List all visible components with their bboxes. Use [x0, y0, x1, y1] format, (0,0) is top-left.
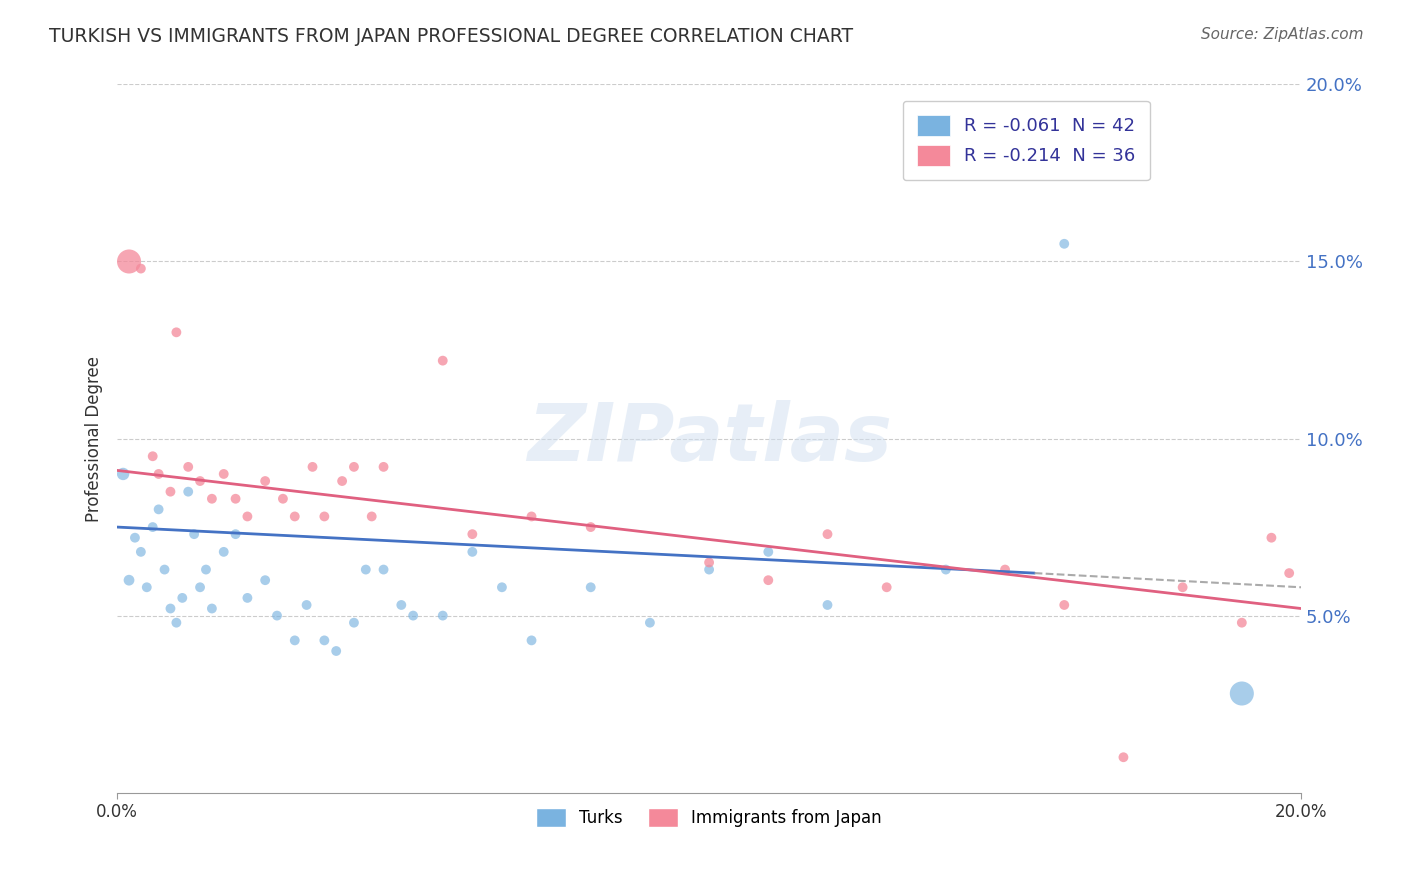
Point — [129, 261, 152, 276]
Point — [373, 459, 395, 474]
Point — [165, 615, 187, 630]
Point — [491, 580, 513, 594]
Legend: Turks, Immigrants from Japan: Turks, Immigrants from Japan — [530, 801, 889, 834]
Point — [817, 527, 839, 541]
Point — [360, 509, 382, 524]
Point — [756, 545, 779, 559]
Point — [284, 509, 307, 524]
Point — [118, 573, 141, 587]
Point — [129, 545, 152, 559]
Point — [295, 598, 318, 612]
Point — [142, 520, 165, 534]
Point — [118, 254, 141, 268]
Point — [254, 474, 277, 488]
Point — [330, 474, 353, 488]
Point — [343, 615, 366, 630]
Point — [343, 459, 366, 474]
Point — [177, 484, 200, 499]
Point — [1053, 598, 1076, 612]
Point — [236, 509, 259, 524]
Point — [1053, 236, 1076, 251]
Point — [354, 563, 377, 577]
Point — [225, 491, 247, 506]
Point — [225, 527, 247, 541]
Point — [183, 527, 205, 541]
Point — [212, 467, 235, 481]
Point — [135, 580, 157, 594]
Point — [254, 573, 277, 587]
Y-axis label: Professional Degree: Professional Degree — [86, 356, 103, 522]
Point — [142, 449, 165, 463]
Point — [697, 563, 720, 577]
Point — [112, 467, 135, 481]
Point — [579, 520, 602, 534]
Text: TURKISH VS IMMIGRANTS FROM JAPAN PROFESSIONAL DEGREE CORRELATION CHART: TURKISH VS IMMIGRANTS FROM JAPAN PROFESS… — [49, 27, 853, 45]
Point — [1171, 580, 1194, 594]
Point — [1112, 750, 1135, 764]
Text: Source: ZipAtlas.com: Source: ZipAtlas.com — [1201, 27, 1364, 42]
Point — [165, 326, 187, 340]
Point — [1278, 566, 1301, 580]
Point — [194, 563, 217, 577]
Point — [314, 633, 336, 648]
Point — [1230, 615, 1253, 630]
Point — [148, 467, 170, 481]
Point — [172, 591, 194, 605]
Point — [1230, 686, 1253, 700]
Point — [1260, 531, 1282, 545]
Point — [266, 608, 288, 623]
Point — [236, 591, 259, 605]
Point — [817, 598, 839, 612]
Point — [284, 633, 307, 648]
Point — [432, 608, 454, 623]
Point — [389, 598, 412, 612]
Point — [697, 556, 720, 570]
Point — [461, 527, 484, 541]
Point — [148, 502, 170, 516]
Point — [301, 459, 323, 474]
Point — [402, 608, 425, 623]
Point — [188, 474, 211, 488]
Point — [994, 563, 1017, 577]
Point — [579, 580, 602, 594]
Point — [159, 484, 181, 499]
Point — [876, 580, 898, 594]
Text: ZIPatlas: ZIPatlas — [527, 400, 891, 477]
Point — [188, 580, 211, 594]
Point — [638, 615, 661, 630]
Point — [935, 563, 957, 577]
Point — [271, 491, 294, 506]
Point — [212, 545, 235, 559]
Point — [520, 509, 543, 524]
Point — [461, 545, 484, 559]
Point — [177, 459, 200, 474]
Point — [201, 601, 224, 615]
Point — [159, 601, 181, 615]
Point — [373, 563, 395, 577]
Point — [325, 644, 347, 658]
Point — [520, 633, 543, 648]
Point — [201, 491, 224, 506]
Point — [124, 531, 146, 545]
Point — [432, 353, 454, 368]
Point — [756, 573, 779, 587]
Point — [153, 563, 176, 577]
Point — [314, 509, 336, 524]
